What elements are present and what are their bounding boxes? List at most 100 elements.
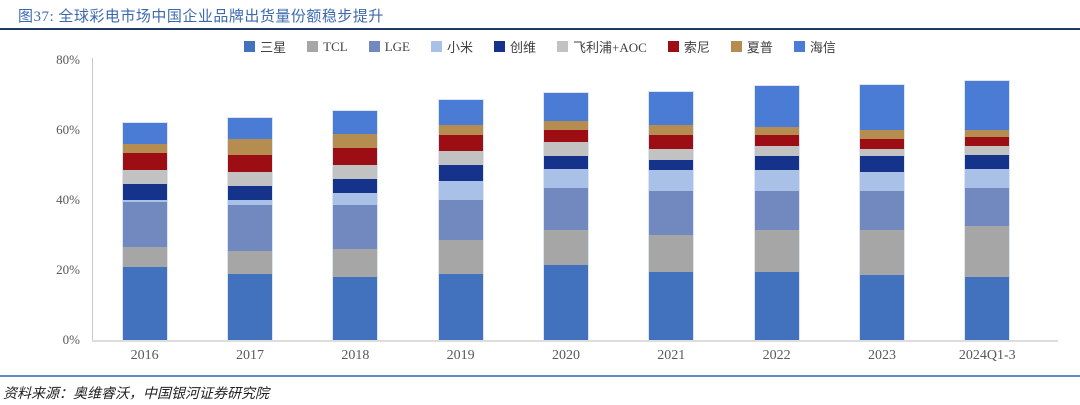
legend-label-tcl: TCL — [323, 38, 348, 54]
segment-hisense-2017 — [227, 117, 272, 139]
legend-label-sharp: 夏普 — [746, 40, 773, 55]
bar-2024Q1-3 — [964, 80, 1011, 340]
segment-skyworth-2017 — [227, 186, 272, 200]
y-tick-40pct: 40% — [56, 192, 80, 207]
bar-2021 — [648, 90, 695, 340]
skyworth-swatch-icon — [494, 41, 506, 52]
legend: 三星 TCL LGE 小米 创维 飞利浦+AOC 索尼 夏普 海信 — [0, 37, 1080, 56]
segment-sharp-2022 — [754, 126, 799, 136]
bar-slot-2017 — [197, 60, 302, 340]
x-label-2022: 2022 — [762, 348, 791, 363]
segment-hisense-2022 — [754, 86, 799, 127]
segment-philips-aoc-2020 — [543, 142, 588, 157]
bar-slot-2021 — [619, 60, 724, 340]
segment-xiaomi-2016 — [122, 200, 167, 202]
segment-skyworth-2018 — [333, 179, 378, 193]
bottom-divider — [0, 375, 1080, 377]
legend-label-xiaomi: 小米 — [447, 40, 474, 55]
bar-slot-2023 — [829, 60, 934, 340]
plot-area — [92, 60, 1040, 340]
segment-hisense-2021 — [649, 91, 694, 125]
segment-philips-aoc-2021 — [649, 149, 694, 160]
legend-label-philips-aoc: 飞利浦+AOC — [573, 40, 647, 55]
segment-sony-2020 — [543, 130, 588, 143]
y-tick-0pct: 0% — [62, 332, 80, 347]
segment-tcl-2022 — [754, 229, 799, 272]
y-tick-20pct: 20% — [56, 262, 80, 277]
segment-sony-2022 — [754, 135, 799, 146]
segment-samsung-2023 — [859, 275, 904, 340]
segment-sharp-2024Q1-3 — [965, 130, 1010, 137]
legend-item-hisense: 海信 — [793, 37, 836, 56]
bar-slot-2024Q1-3 — [935, 60, 1040, 340]
legend-label-samsung: 三星 — [260, 40, 287, 55]
segment-lge-2022 — [754, 191, 799, 230]
segment-hisense-2019 — [438, 100, 483, 125]
legend-label-lge: LGE — [384, 38, 410, 54]
segment-sharp-2017 — [227, 138, 272, 155]
bar-2019 — [437, 99, 484, 340]
legend-item-sharp: 夏普 — [730, 37, 773, 56]
sharp-swatch-icon — [730, 41, 742, 52]
segment-hisense-2023 — [859, 84, 904, 130]
segment-lge-2016 — [122, 201, 167, 248]
x-label-2017: 2017 — [235, 348, 264, 363]
segment-sony-2024Q1-3 — [965, 137, 1010, 146]
hisense-swatch-icon — [793, 41, 805, 52]
segment-xiaomi-2021 — [649, 170, 694, 192]
segment-samsung-2022 — [754, 271, 799, 340]
segment-philips-aoc-2017 — [227, 172, 272, 186]
x-axis-baseline — [92, 340, 1058, 342]
segment-sony-2016 — [122, 152, 167, 171]
x-label-2024Q1-3: 2024Q1-3 — [958, 348, 1016, 363]
segment-samsung-2024Q1-3 — [965, 277, 1010, 340]
legend-item-philips-aoc: 飞利浦+AOC — [557, 37, 647, 56]
segment-xiaomi-2022 — [754, 170, 799, 192]
legend-label-skyworth: 创维 — [510, 40, 537, 55]
x-label-2019: 2019 — [446, 348, 475, 363]
bar-slot-2018 — [303, 60, 408, 340]
segment-lge-2019 — [438, 200, 483, 241]
segment-tcl-2020 — [543, 229, 588, 265]
xiaomi-swatch-icon — [431, 41, 442, 52]
y-axis-line — [92, 58, 93, 342]
legend-item-samsung: 三星 — [244, 37, 286, 56]
segment-xiaomi-2017 — [227, 200, 272, 206]
segment-philips-aoc-2022 — [754, 145, 799, 157]
segment-hisense-2020 — [543, 93, 588, 122]
segment-tcl-2024Q1-3 — [965, 226, 1010, 277]
segment-lge-2020 — [543, 187, 588, 230]
segment-philips-aoc-2018 — [333, 165, 378, 179]
segment-skyworth-2020 — [543, 156, 588, 169]
segment-sony-2023 — [859, 138, 904, 150]
segment-tcl-2018 — [333, 249, 378, 277]
bar-slot-2019 — [408, 60, 513, 340]
segment-samsung-2020 — [543, 264, 588, 340]
bar-2017 — [226, 116, 273, 340]
segment-hisense-2018 — [333, 110, 378, 134]
segment-skyworth-2024Q1-3 — [965, 154, 1010, 169]
segment-sharp-2018 — [333, 133, 378, 148]
x-label-2018: 2018 — [341, 348, 370, 363]
legend-label-sony: 索尼 — [683, 40, 710, 55]
segment-sharp-2019 — [438, 124, 483, 136]
bar-slot-2016 — [92, 60, 197, 340]
segment-samsung-2017 — [227, 273, 272, 340]
segment-skyworth-2019 — [438, 165, 483, 181]
legend-label-hisense: 海信 — [809, 40, 836, 55]
segment-sony-2021 — [649, 135, 694, 150]
segment-lge-2021 — [649, 191, 694, 235]
segment-philips-aoc-2019 — [438, 151, 483, 165]
segment-samsung-2019 — [438, 273, 483, 340]
segment-samsung-2021 — [649, 271, 694, 340]
samsung-swatch-icon — [244, 41, 256, 52]
segment-philips-aoc-2023 — [859, 149, 904, 157]
top-divider — [0, 28, 1080, 30]
segment-samsung-2018 — [333, 277, 378, 340]
lge-swatch-icon — [368, 41, 380, 52]
segment-sharp-2023 — [859, 130, 904, 139]
segment-tcl-2021 — [649, 235, 694, 272]
x-label-2023: 2023 — [867, 348, 896, 363]
segment-sharp-2020 — [543, 121, 588, 130]
segment-skyworth-2023 — [859, 156, 904, 172]
